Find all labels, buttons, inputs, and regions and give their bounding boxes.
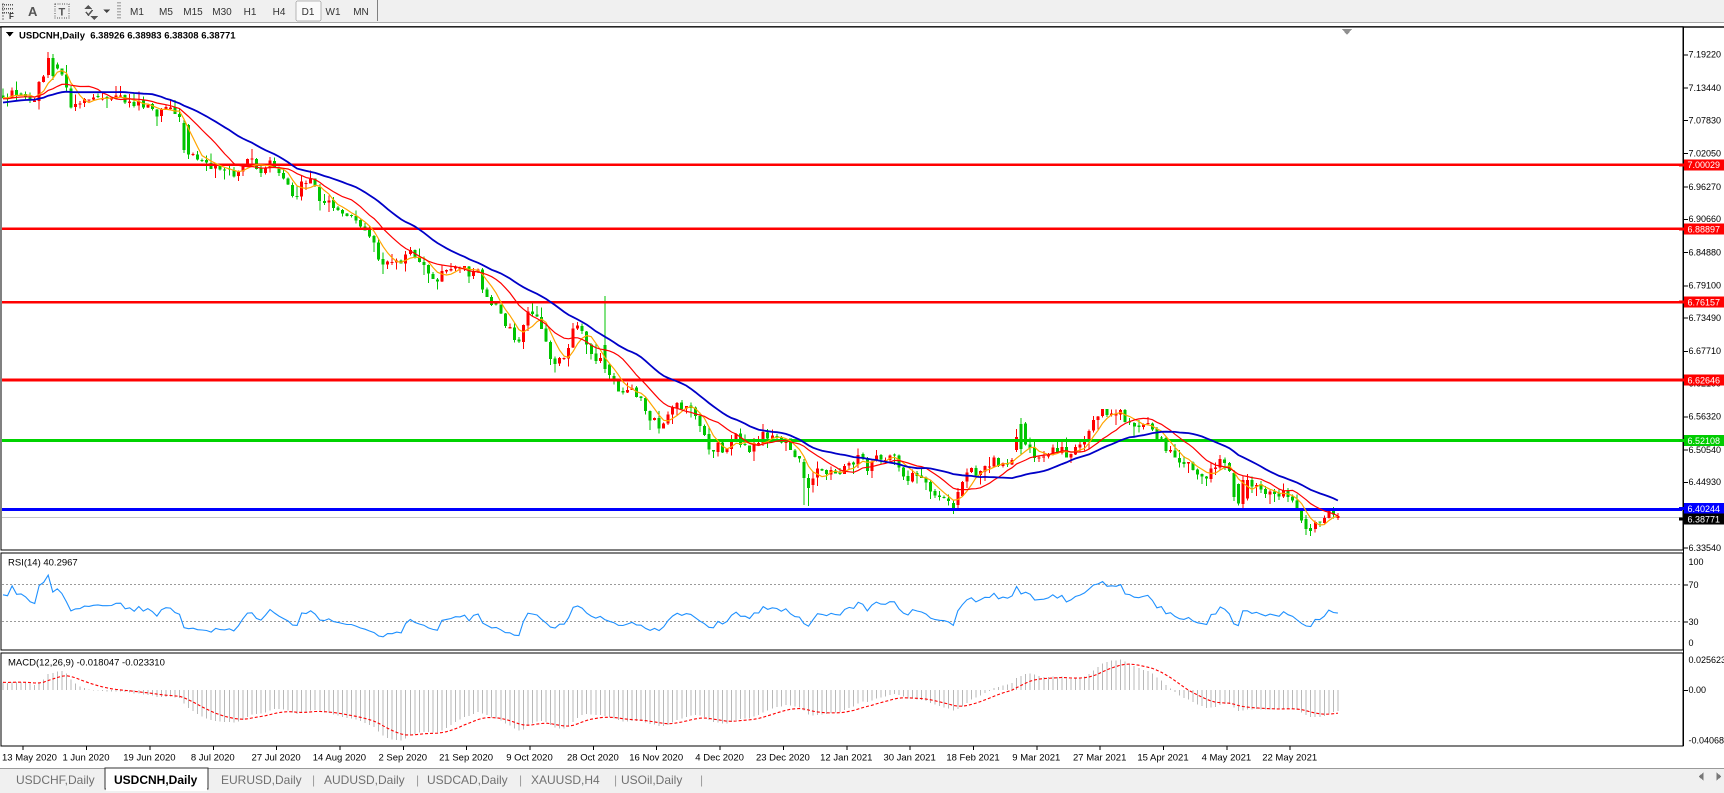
svg-text:100: 100 — [1689, 557, 1704, 567]
svg-text:7.19220: 7.19220 — [1689, 50, 1722, 60]
svg-text:W1: W1 — [326, 7, 341, 18]
svg-text:|: | — [700, 773, 703, 787]
svg-text:6.40244: 6.40244 — [1688, 504, 1721, 514]
svg-text:27 Jul 2020: 27 Jul 2020 — [252, 753, 301, 764]
svg-text:XAUUSD,H4: XAUUSD,H4 — [531, 773, 600, 787]
svg-text:4 Dec 2020: 4 Dec 2020 — [695, 753, 744, 764]
svg-text:USDCNH,Daily: USDCNH,Daily — [114, 773, 198, 787]
svg-text:6.73490: 6.73490 — [1689, 313, 1722, 323]
svg-text:USOil,Daily: USOil,Daily — [621, 773, 682, 787]
svg-text:9 Oct 2020: 9 Oct 2020 — [506, 753, 552, 764]
svg-text:6.79100: 6.79100 — [1689, 281, 1722, 291]
svg-text:F: F — [9, 12, 14, 21]
svg-text:30 Jan 2021: 30 Jan 2021 — [883, 753, 935, 764]
svg-text:M1: M1 — [130, 7, 144, 18]
svg-text:D1: D1 — [302, 7, 315, 18]
svg-text:MACD(12,26,9) -0.018047 -0.023: MACD(12,26,9) -0.018047 -0.023310 — [8, 658, 165, 669]
svg-text:M30: M30 — [212, 7, 232, 18]
svg-text:6.76157: 6.76157 — [1688, 298, 1721, 308]
svg-text:H4: H4 — [273, 7, 286, 18]
svg-text:0.00: 0.00 — [1689, 685, 1707, 695]
svg-text:15 Apr 2021: 15 Apr 2021 — [1137, 753, 1188, 764]
svg-text:14 Aug 2020: 14 Aug 2020 — [313, 753, 366, 764]
svg-text:6.90660: 6.90660 — [1689, 214, 1722, 224]
svg-text:13 May 2020: 13 May 2020 — [2, 753, 57, 764]
svg-text:12 Jan 2021: 12 Jan 2021 — [820, 753, 872, 764]
svg-text:MN: MN — [353, 7, 369, 18]
svg-text:6.56320: 6.56320 — [1689, 412, 1722, 422]
svg-text:|: | — [614, 773, 617, 787]
svg-text:2 Sep 2020: 2 Sep 2020 — [378, 753, 427, 764]
svg-text:8 Jul 2020: 8 Jul 2020 — [191, 753, 235, 764]
svg-text:6.52108: 6.52108 — [1688, 436, 1721, 446]
svg-text:T: T — [59, 7, 66, 19]
svg-text:7.02050: 7.02050 — [1689, 149, 1722, 159]
svg-text:23 Dec 2020: 23 Dec 2020 — [756, 753, 810, 764]
svg-text:6.38771: 6.38771 — [1688, 514, 1721, 524]
svg-text:6.62646: 6.62646 — [1688, 375, 1721, 385]
svg-text:USDCHF,Daily: USDCHF,Daily — [16, 773, 95, 787]
svg-text:USDCAD,Daily: USDCAD,Daily — [427, 773, 508, 787]
svg-text:H1: H1 — [244, 7, 257, 18]
svg-text:22 May 2021: 22 May 2021 — [1262, 753, 1317, 764]
svg-text:A: A — [28, 4, 38, 19]
svg-text:7.00029: 7.00029 — [1688, 160, 1721, 170]
svg-text:21 Sep 2020: 21 Sep 2020 — [439, 753, 493, 764]
svg-text:6.44930: 6.44930 — [1689, 477, 1722, 487]
svg-text:6.33540: 6.33540 — [1689, 543, 1722, 553]
svg-text:6.67710: 6.67710 — [1689, 346, 1722, 356]
svg-text:|: | — [519, 773, 522, 787]
svg-text:0.025623: 0.025623 — [1689, 655, 1724, 665]
svg-text:27 Mar 2021: 27 Mar 2021 — [1073, 753, 1126, 764]
svg-text:19 Jun 2020: 19 Jun 2020 — [123, 753, 175, 764]
svg-text:6.50540: 6.50540 — [1689, 445, 1722, 455]
svg-text:16 Nov 2020: 16 Nov 2020 — [629, 753, 683, 764]
svg-text:M15: M15 — [183, 7, 203, 18]
svg-text:28 Oct 2020: 28 Oct 2020 — [567, 753, 619, 764]
svg-text:6.84880: 6.84880 — [1689, 247, 1722, 257]
svg-text:30: 30 — [1689, 617, 1699, 627]
svg-text:6.96270: 6.96270 — [1689, 182, 1722, 192]
svg-text:|: | — [312, 773, 315, 787]
svg-text:7.13440: 7.13440 — [1689, 83, 1722, 93]
svg-text:70: 70 — [1689, 580, 1699, 590]
svg-text:EURUSD,Daily: EURUSD,Daily — [221, 773, 302, 787]
svg-text:RSI(14) 40.2967: RSI(14) 40.2967 — [8, 558, 78, 569]
svg-text:0: 0 — [1689, 638, 1694, 648]
svg-text:|: | — [416, 773, 419, 787]
svg-text:7.07830: 7.07830 — [1689, 115, 1722, 125]
svg-text:-0.040687: -0.040687 — [1689, 736, 1724, 746]
svg-text:M5: M5 — [159, 7, 173, 18]
svg-text:9 Mar 2021: 9 Mar 2021 — [1012, 753, 1060, 764]
svg-text:18 Feb 2021: 18 Feb 2021 — [946, 753, 999, 764]
svg-text:USDCNH,Daily 6.38926 6.38983: USDCNH,Daily 6.38926 6.38983 6.38308 6.3… — [19, 30, 236, 41]
svg-text:AUDUSD,Daily: AUDUSD,Daily — [324, 773, 405, 787]
svg-text:4 May 2021: 4 May 2021 — [1202, 753, 1252, 764]
svg-text:6.88897: 6.88897 — [1688, 224, 1721, 234]
svg-text:1 Jun 2020: 1 Jun 2020 — [62, 753, 109, 764]
